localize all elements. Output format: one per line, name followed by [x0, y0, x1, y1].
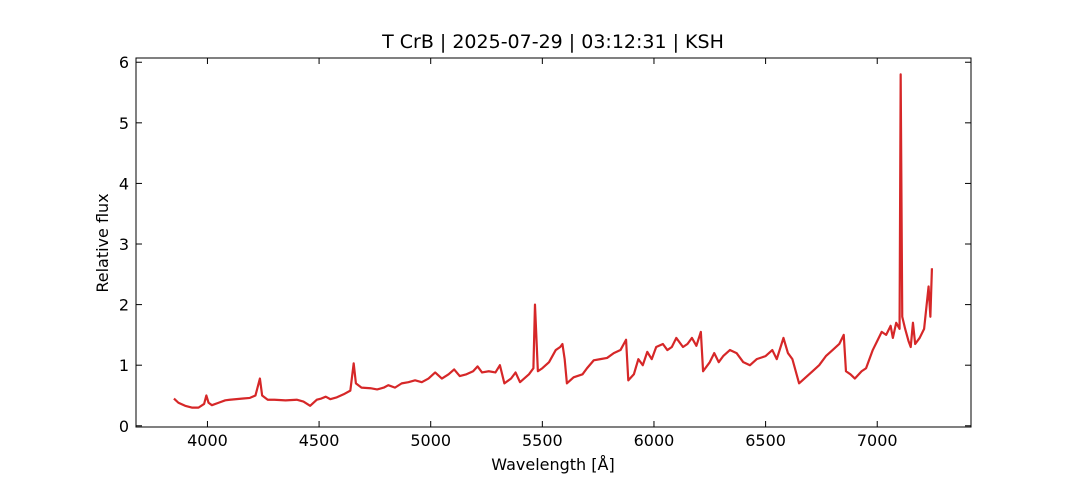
plot-frame	[135, 57, 972, 428]
spectrum-line	[173, 73, 934, 409]
chart-title: T CrB | 2025-07-29 | 03:12:31 | KSH	[381, 31, 724, 53]
y-tick-label: 4	[119, 174, 129, 193]
x-tick-label: 5500	[522, 431, 563, 450]
x-tick-label: 6000	[634, 431, 675, 450]
y-tick-label: 0	[119, 417, 129, 436]
y-tick-label: 1	[119, 356, 129, 375]
y-tick-label: 5	[119, 114, 129, 133]
y-tick-label: 2	[119, 296, 129, 315]
x-tick-label: 7000	[857, 431, 898, 450]
y-tick-label: 6	[119, 53, 129, 72]
x-tick-label: 4000	[187, 431, 228, 450]
y-axis-label: Relative flux	[93, 193, 112, 292]
x-axis-label: Wavelength [Å]	[491, 455, 614, 474]
y-tick-label: 3	[119, 235, 129, 254]
x-tick-label: 5000	[410, 431, 451, 450]
x-tick-label: 4500	[299, 431, 340, 450]
x-tick-label: 6500	[745, 431, 786, 450]
